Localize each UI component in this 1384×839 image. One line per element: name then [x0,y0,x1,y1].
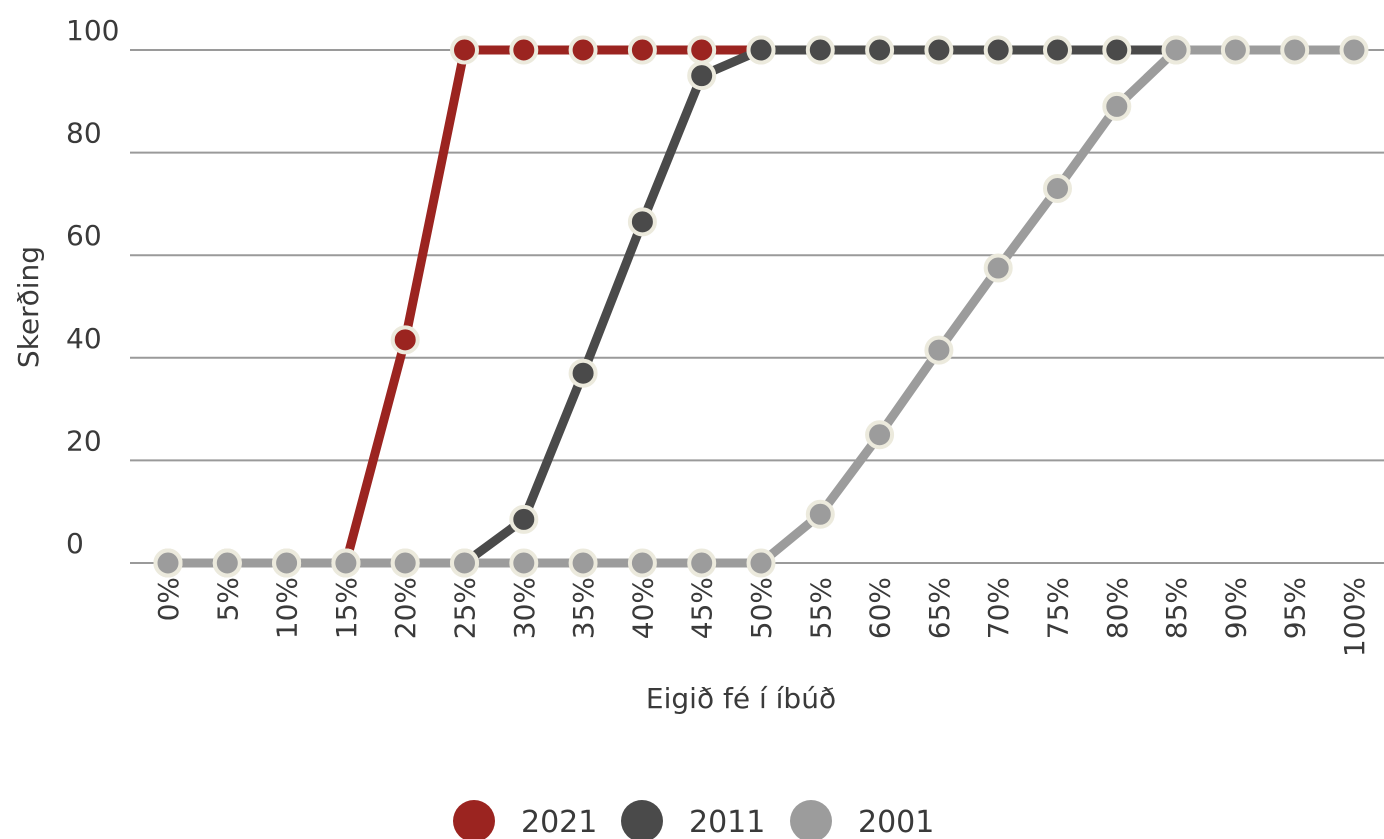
point-2001 [450,548,479,578]
point-2001 [509,548,539,578]
x-tick-label: 40% [626,577,659,639]
x-tick-label: 5% [211,577,244,621]
y-tick-label: 0 [66,527,84,560]
point-2011 [568,358,598,388]
point-2021 [509,35,539,65]
point-2001 [272,548,302,578]
x-tick-label: 70% [982,577,1015,639]
point-2001 [390,548,420,578]
point-2021 [568,35,598,65]
legend: 2021 2011 2001 [453,800,934,839]
y-tick-label: 100 [66,14,119,47]
point-2021 [687,35,717,65]
x-tick-label: 85% [1160,577,1193,639]
point-2001 [1280,35,1310,65]
series-markers [153,35,1369,578]
point-2001 [805,499,835,529]
series-line-2001 [163,45,1359,568]
x-tick-label: 20% [389,577,422,639]
x-tick-label: 95% [1279,577,1312,639]
x-tick-label: 55% [804,577,837,639]
series-line-2021 [163,45,766,568]
point-2011 [983,35,1013,65]
series-layer [153,35,1369,578]
point-2001 [1339,35,1369,65]
y-axis-ticks: 0 20 40 60 80 100 [66,14,119,560]
x-tick-label: 10% [271,577,304,639]
point-2001 [1220,35,1250,65]
point-2001 [865,420,895,450]
x-tick-label: 50% [745,577,778,639]
x-tick-label: 0% [152,577,185,621]
legend-item-2001: 2001 [790,800,934,839]
x-tick-label: 25% [449,577,482,639]
x-tick-label: 75% [1042,577,1075,639]
x-tick-label: 45% [686,577,719,639]
point-2001 [331,548,361,578]
x-tick-label: 35% [567,577,600,639]
x-tick-label: 60% [864,577,897,639]
point-2011 [509,504,539,534]
point-2001 [212,548,242,578]
point-2011 [1102,35,1132,65]
legend-swatch [453,800,495,839]
x-axis-ticks: 0% 5% 10% 15% 20% 25% 30% 35% 40% 45% 50% 55% 60% 65%… [152,577,1371,657]
point-2011 [1043,35,1072,65]
point-2001 [627,548,657,578]
series-lines [163,45,1359,568]
point-2001 [1043,174,1072,204]
point-2011 [627,207,657,237]
x-tick-label: 80% [1101,577,1134,639]
legend-swatch [790,800,832,839]
x-tick-label: 30% [508,577,541,639]
y-tick-label: 60 [66,219,102,252]
point-2011 [746,35,776,65]
legend-label: 2021 [521,805,597,839]
x-tick-label: 100% [1338,577,1371,657]
legend-label: 2001 [858,805,934,839]
legend-label: 2011 [689,805,765,839]
point-2011 [687,61,717,91]
y-tick-label: 20 [66,424,102,457]
x-tick-label: 90% [1219,577,1252,639]
point-2001 [924,335,954,365]
y-tick-label: 40 [66,322,102,355]
point-2021 [627,35,657,65]
legend-item-2011: 2011 [621,800,765,839]
point-2001 [153,548,183,578]
point-2021 [450,35,479,65]
legend-swatch [621,800,663,839]
point-2011 [805,35,835,65]
x-tick-label: 15% [330,577,363,639]
point-2001 [746,548,776,578]
point-2001 [568,548,598,578]
legend-item-2021: 2021 [453,800,597,839]
y-axis-title: Skerðing [12,246,45,368]
gridlines [130,49,1384,564]
x-axis-title: Eigið fé í íbúð [646,682,836,715]
point-2001 [983,253,1013,283]
point-2001 [687,548,717,578]
point-2011 [924,35,954,65]
x-tick-label: 65% [923,577,956,639]
series-line-2011 [163,45,1181,568]
point-2001 [1102,91,1132,121]
point-2021 [390,325,420,355]
point-2011 [865,35,895,65]
point-2001 [1161,35,1191,65]
y-tick-label: 80 [66,117,102,150]
